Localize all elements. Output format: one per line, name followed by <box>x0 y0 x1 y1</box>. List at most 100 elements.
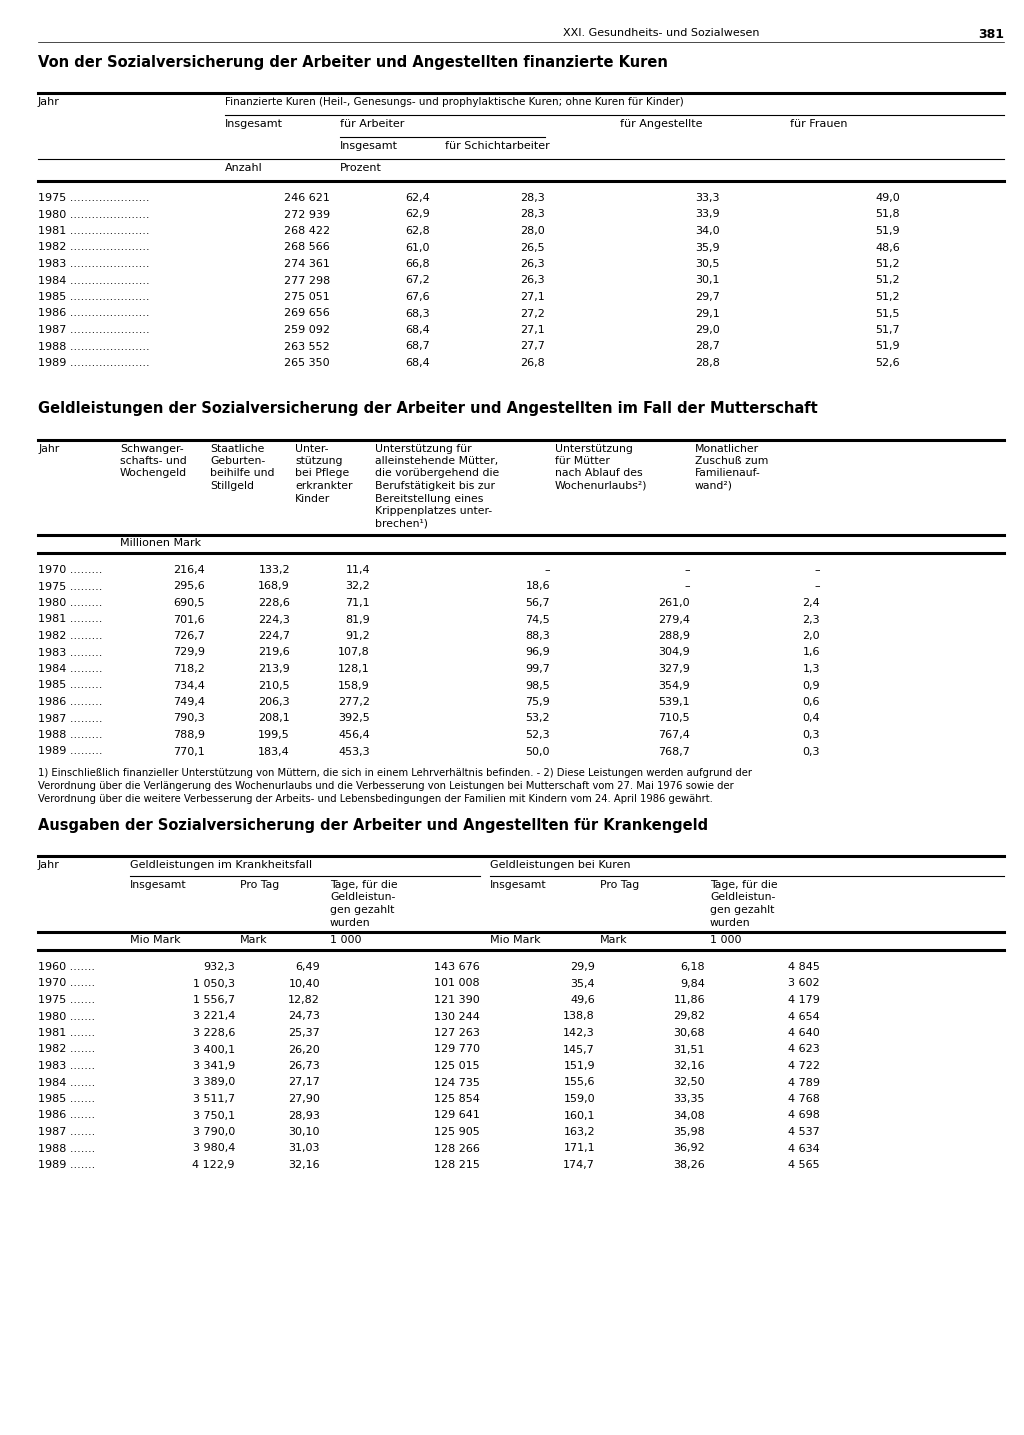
Text: Jahr: Jahr <box>38 860 59 870</box>
Text: 4 654: 4 654 <box>788 1012 820 1022</box>
Text: –: – <box>684 581 690 591</box>
Text: 159,0: 159,0 <box>563 1093 595 1104</box>
Text: 129 770: 129 770 <box>434 1045 480 1055</box>
Text: 145,7: 145,7 <box>563 1045 595 1055</box>
Text: Jahr: Jahr <box>38 98 59 108</box>
Text: 28,3: 28,3 <box>520 192 545 202</box>
Text: 26,3: 26,3 <box>520 276 545 286</box>
Text: 304,9: 304,9 <box>658 647 690 657</box>
Text: Mark: Mark <box>240 936 267 946</box>
Text: Finanzierte Kuren (Heil-, Genesungs- und prophylaktische Kuren; ohne Kuren für K: Finanzierte Kuren (Heil-, Genesungs- und… <box>225 98 684 108</box>
Text: 1960 .......: 1960 ....... <box>38 961 95 971</box>
Text: 0,4: 0,4 <box>803 713 820 723</box>
Text: 1985 .........: 1985 ......... <box>38 680 102 690</box>
Text: Jahr: Jahr <box>38 443 59 453</box>
Text: Tage, für die: Tage, für die <box>710 880 777 890</box>
Text: 107,8: 107,8 <box>338 647 370 657</box>
Text: Geburten-: Geburten- <box>210 456 265 466</box>
Text: 91,2: 91,2 <box>345 631 370 641</box>
Text: 1986 .........: 1986 ......... <box>38 697 102 707</box>
Text: 274 361: 274 361 <box>284 258 330 268</box>
Text: 29,1: 29,1 <box>695 309 720 319</box>
Text: 62,4: 62,4 <box>406 192 430 202</box>
Text: Verordnung über die Verlängerung des Wochenurlaubs und die Verbesserung von Leis: Verordnung über die Verlängerung des Woc… <box>38 781 734 791</box>
Text: 52,6: 52,6 <box>876 357 900 367</box>
Text: 29,0: 29,0 <box>695 324 720 334</box>
Text: 61,0: 61,0 <box>406 243 430 253</box>
Text: 268 566: 268 566 <box>285 243 330 253</box>
Text: 26,20: 26,20 <box>288 1045 319 1055</box>
Text: 354,9: 354,9 <box>658 680 690 690</box>
Text: für Arbeiter: für Arbeiter <box>340 119 404 129</box>
Text: 124 735: 124 735 <box>434 1078 480 1088</box>
Text: 1 050,3: 1 050,3 <box>193 979 234 989</box>
Text: 29,82: 29,82 <box>673 1012 705 1022</box>
Text: 0,6: 0,6 <box>803 697 820 707</box>
Text: 98,5: 98,5 <box>525 680 550 690</box>
Text: wurden: wurden <box>710 917 751 927</box>
Text: für Angestellte: für Angestellte <box>620 119 702 129</box>
Text: 158,9: 158,9 <box>338 680 370 690</box>
Text: 261,0: 261,0 <box>658 598 690 608</box>
Text: 27,1: 27,1 <box>520 291 545 301</box>
Text: 1987 .......: 1987 ....... <box>38 1126 95 1137</box>
Text: 3 341,9: 3 341,9 <box>193 1060 234 1071</box>
Text: 121 390: 121 390 <box>434 994 480 1004</box>
Text: 68,4: 68,4 <box>406 324 430 334</box>
Text: 701,6: 701,6 <box>173 614 205 624</box>
Text: 30,5: 30,5 <box>695 258 720 268</box>
Text: 932,3: 932,3 <box>203 961 234 971</box>
Text: 4 789: 4 789 <box>788 1078 820 1088</box>
Text: 3 980,4: 3 980,4 <box>193 1144 234 1154</box>
Text: 143 676: 143 676 <box>434 961 480 971</box>
Text: 31,51: 31,51 <box>674 1045 705 1055</box>
Text: 327,9: 327,9 <box>658 664 690 674</box>
Text: 68,4: 68,4 <box>406 357 430 367</box>
Text: 1989 ......................: 1989 ...................... <box>38 357 150 367</box>
Text: 32,16: 32,16 <box>289 1159 319 1170</box>
Text: 4 768: 4 768 <box>788 1093 820 1104</box>
Text: 729,9: 729,9 <box>173 647 205 657</box>
Text: 12,82: 12,82 <box>288 994 319 1004</box>
Text: 1984 .........: 1984 ......... <box>38 664 102 674</box>
Text: 10,40: 10,40 <box>289 979 319 989</box>
Text: Monatlicher: Monatlicher <box>695 443 759 453</box>
Text: 51,9: 51,9 <box>876 225 900 235</box>
Text: 51,2: 51,2 <box>876 258 900 268</box>
Text: Insgesamt: Insgesamt <box>340 141 398 151</box>
Text: Pro Tag: Pro Tag <box>600 880 639 890</box>
Text: 66,8: 66,8 <box>406 258 430 268</box>
Text: 27,1: 27,1 <box>520 324 545 334</box>
Text: 749,4: 749,4 <box>173 697 205 707</box>
Text: 210,5: 210,5 <box>258 680 290 690</box>
Text: Mio Mark: Mio Mark <box>490 936 541 946</box>
Text: 28,3: 28,3 <box>520 210 545 220</box>
Text: Unterstützung: Unterstützung <box>555 443 633 453</box>
Text: –: – <box>684 565 690 575</box>
Text: 790,3: 790,3 <box>173 713 205 723</box>
Text: 1983 .........: 1983 ......... <box>38 647 102 657</box>
Text: 163,2: 163,2 <box>563 1126 595 1137</box>
Text: 228,6: 228,6 <box>258 598 290 608</box>
Text: 208,1: 208,1 <box>258 713 290 723</box>
Text: für Frauen: für Frauen <box>790 119 848 129</box>
Text: Zuschuß zum: Zuschuß zum <box>695 456 768 466</box>
Text: 32,50: 32,50 <box>674 1078 705 1088</box>
Text: 1 000: 1 000 <box>710 936 741 946</box>
Text: 4 565: 4 565 <box>788 1159 820 1170</box>
Text: –: – <box>545 565 550 575</box>
Text: 27,7: 27,7 <box>520 342 545 352</box>
Text: 27,90: 27,90 <box>288 1093 319 1104</box>
Text: 26,5: 26,5 <box>520 243 545 253</box>
Text: stützung: stützung <box>295 456 342 466</box>
Text: 9,84: 9,84 <box>680 979 705 989</box>
Text: 275 051: 275 051 <box>285 291 330 301</box>
Text: Berufstätigkeit bis zur: Berufstätigkeit bis zur <box>375 481 495 491</box>
Text: 259 092: 259 092 <box>284 324 330 334</box>
Text: 1985 .......: 1985 ....... <box>38 1093 95 1104</box>
Text: 767,4: 767,4 <box>658 730 690 740</box>
Text: 3 389,0: 3 389,0 <box>193 1078 234 1088</box>
Text: 138,8: 138,8 <box>563 1012 595 1022</box>
Text: 768,7: 768,7 <box>658 746 690 756</box>
Text: 288,9: 288,9 <box>658 631 690 641</box>
